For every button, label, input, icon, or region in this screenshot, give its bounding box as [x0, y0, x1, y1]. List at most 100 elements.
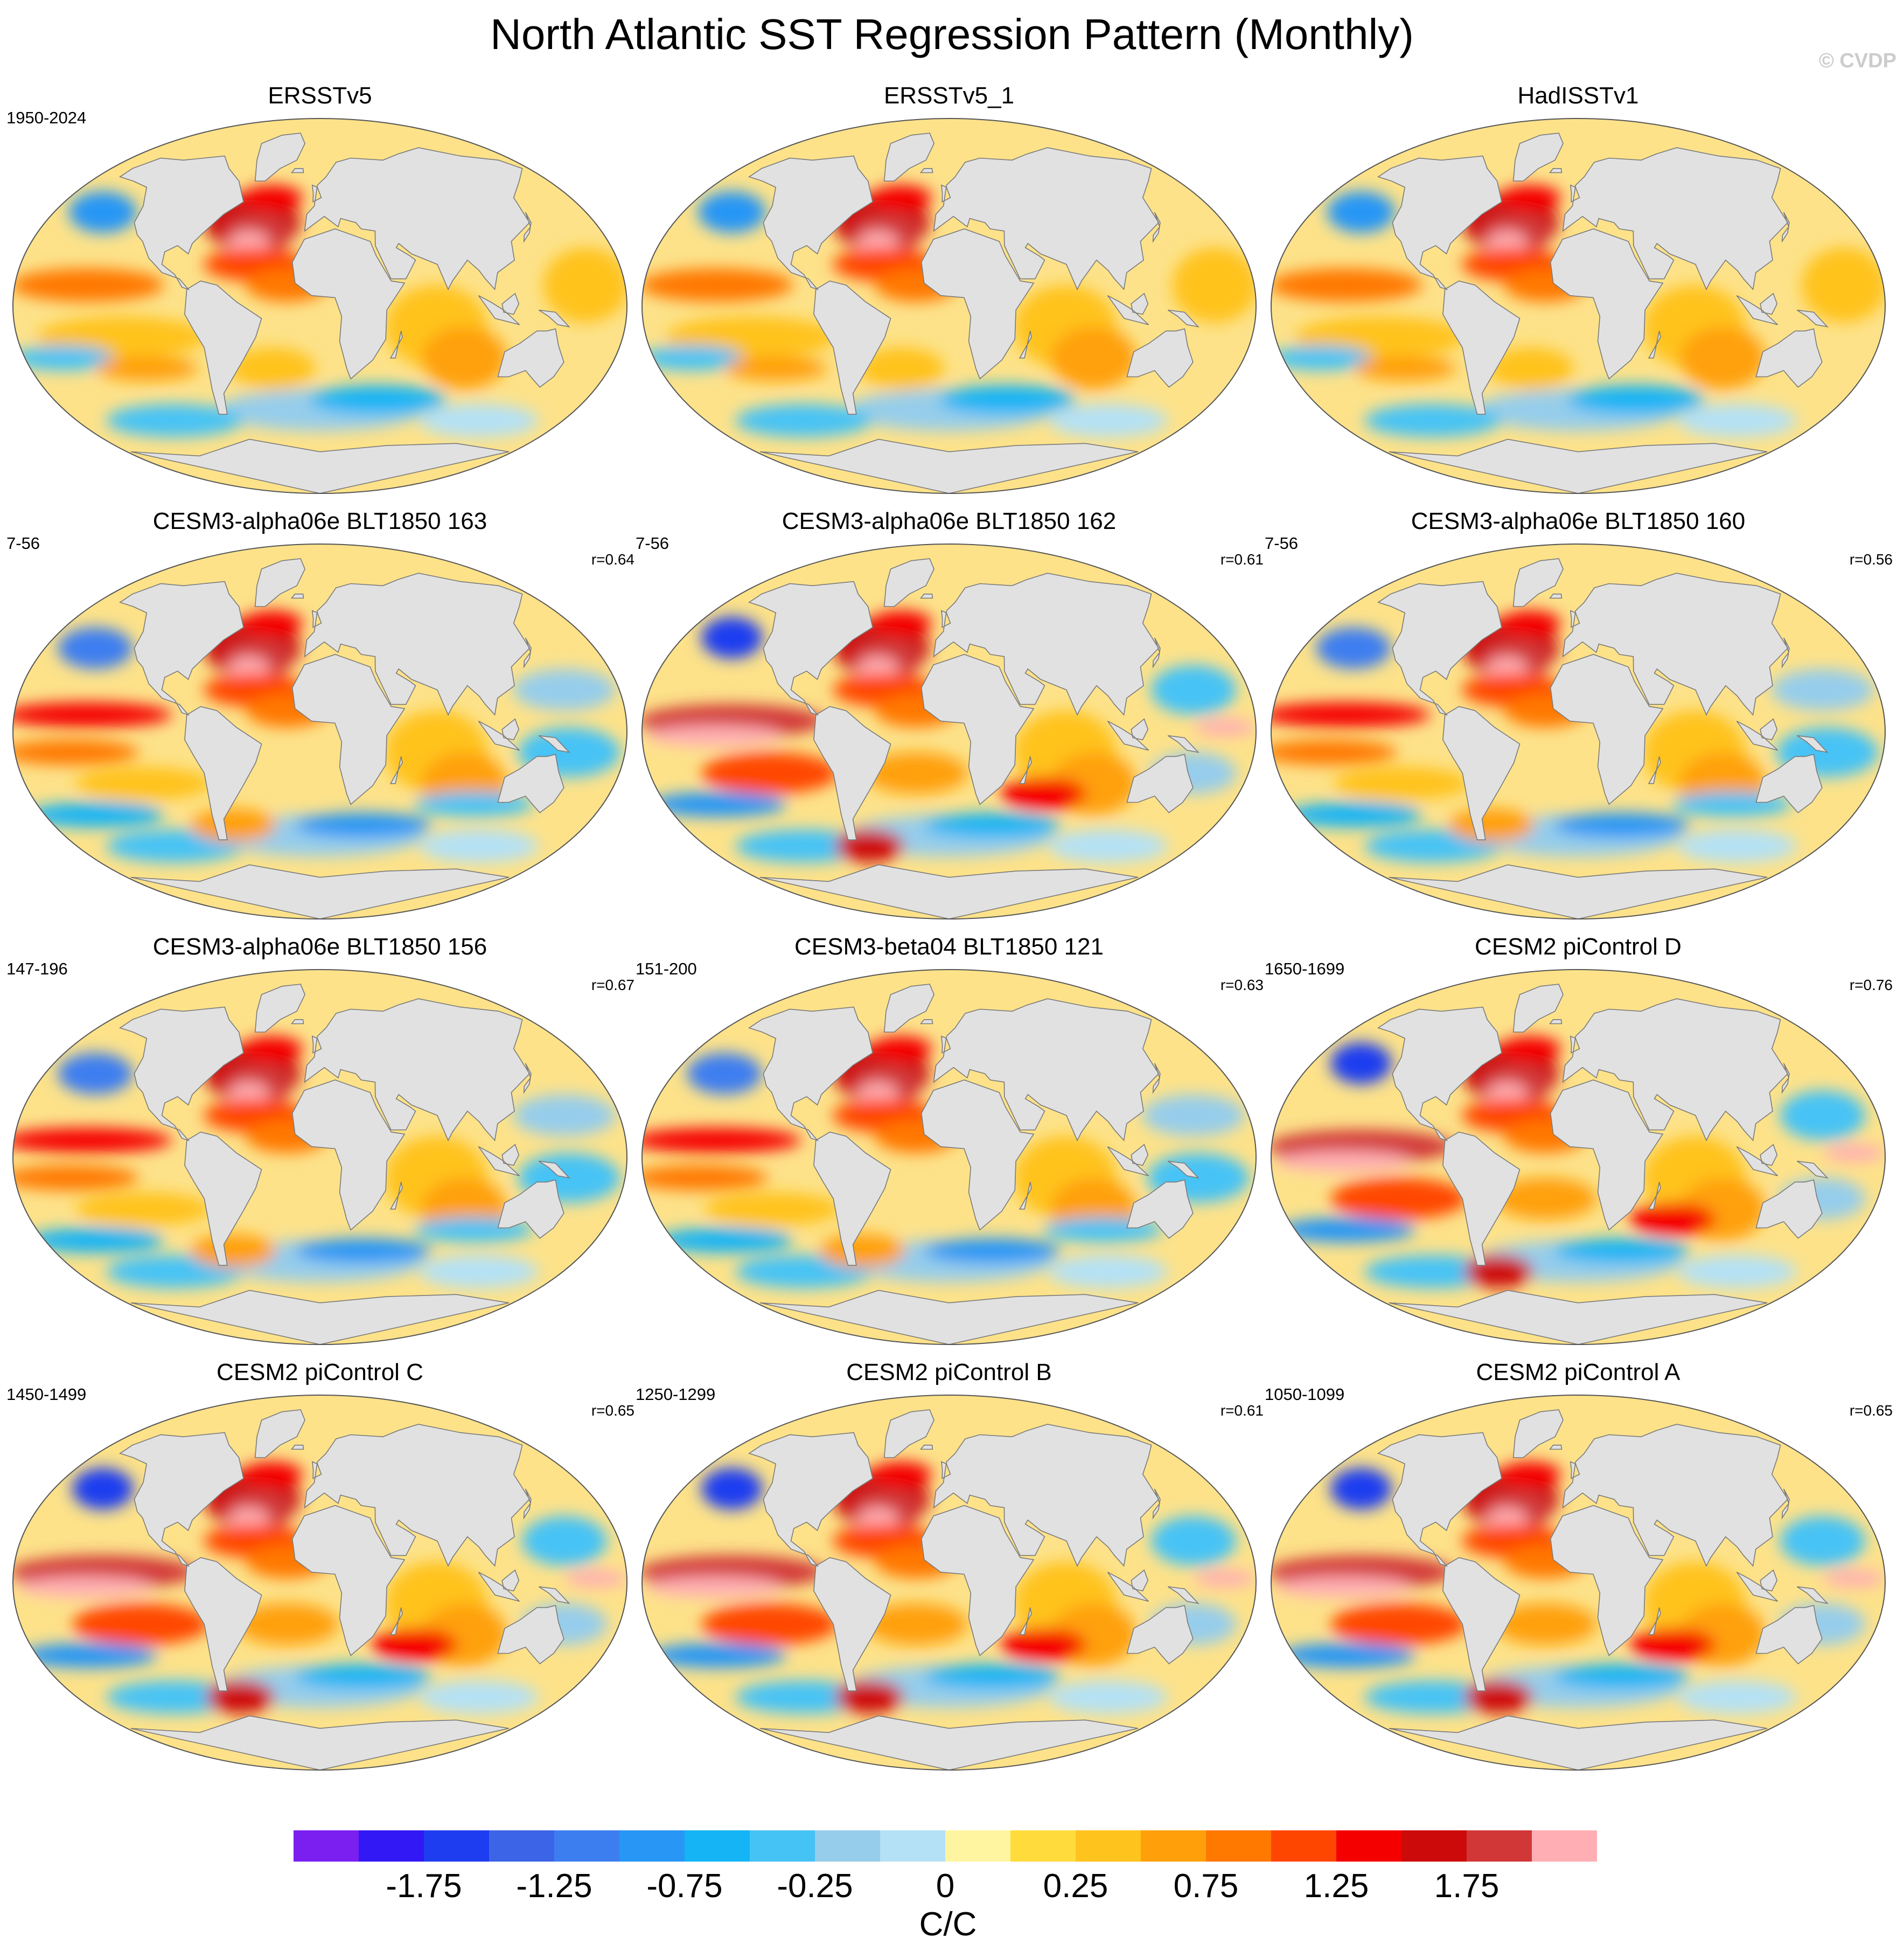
- anomaly-region: [870, 1036, 932, 1062]
- anomaly-region: [642, 268, 793, 302]
- ocean-field: [13, 544, 627, 919]
- ocean-background: [642, 119, 1256, 493]
- anomaly-region: [835, 829, 904, 863]
- land-mask: [748, 1409, 1199, 1770]
- anomaly-region: [372, 1628, 457, 1662]
- map-svg: [1271, 544, 1886, 919]
- anomaly-region: [241, 185, 303, 211]
- anomaly-region: [642, 1127, 801, 1153]
- anomaly-region: [13, 1165, 140, 1190]
- map-panel: CESM2 piControl B 1250-1299 r=0.61: [634, 1357, 1264, 1788]
- anomaly-region: [419, 403, 539, 437]
- land-mask: [748, 133, 1199, 493]
- map-panel: CESM2 piControl D 1650-1699 r=0.76: [1264, 932, 1893, 1363]
- anomaly-region: [870, 1461, 932, 1487]
- anomaly-region: [642, 1165, 769, 1190]
- anomaly-region: [1048, 403, 1168, 437]
- map-svg: [12, 1395, 627, 1771]
- anomaly-region: [1327, 191, 1396, 233]
- globe-outline: [1271, 1395, 1886, 1771]
- anomaly-region: [1823, 1570, 1885, 1587]
- anomaly-region: [650, 792, 786, 817]
- panel-correlation: r=0.56: [1849, 551, 1893, 568]
- anomaly-region: [859, 347, 945, 389]
- anomaly-region: [190, 1234, 276, 1267]
- map-panel: CESM3-alpha06e BLT1850 163 7-56 r=0.64: [5, 506, 634, 937]
- panel-correlation: r=0.65: [1849, 1402, 1893, 1419]
- map-panel: ERSSTv5_1: [634, 81, 1264, 512]
- colorbar-tick-label: 1.25: [1303, 1868, 1369, 1905]
- anomaly-region: [1194, 719, 1256, 736]
- globe-outline: [12, 1395, 627, 1771]
- panel-period: 1450-1499: [6, 1385, 87, 1404]
- colorbar-tick-label: -1.25: [516, 1868, 592, 1905]
- land-mask: [748, 558, 1199, 919]
- anomaly-region: [1500, 185, 1561, 211]
- colorbar-swatch: [750, 1830, 815, 1862]
- globe-outline: [12, 544, 627, 919]
- panel-period: 1250-1299: [636, 1385, 716, 1404]
- anomaly-region: [735, 1680, 872, 1714]
- colorbar-swatch: [1336, 1830, 1401, 1862]
- panel-title: CESM2 piControl C: [217, 1359, 423, 1385]
- panel-title: CESM2 piControl D: [1475, 933, 1682, 960]
- anomaly-region: [650, 1643, 786, 1668]
- colorbar: -1.75 -1.25 -0.75 -0.25 0 0.25 0.75 1.25 1.75: [294, 1830, 1597, 1905]
- anomaly-region: [1464, 1680, 1533, 1714]
- anomaly-region: [1677, 1255, 1797, 1288]
- anomaly-region: [1142, 1095, 1245, 1137]
- anomaly-region: [642, 345, 743, 371]
- colorbar-tick-label: 0.75: [1173, 1868, 1239, 1905]
- anomaly-region: [1494, 1603, 1597, 1645]
- anomaly-region: [1275, 1576, 1413, 1597]
- ocean-field: [642, 1395, 1256, 1770]
- anomaly-region: [295, 1663, 432, 1689]
- anomaly-region: [735, 403, 872, 437]
- anomaly-region: [1271, 740, 1398, 765]
- land-mask: [118, 558, 570, 919]
- panel-title: CESM3-alpha06e BLT1850 156: [152, 933, 487, 960]
- colorbar-swatch: [424, 1830, 489, 1862]
- anomaly-region: [1150, 1516, 1237, 1566]
- anomaly-region: [419, 1255, 539, 1288]
- anomaly-region: [924, 812, 1061, 838]
- ocean-field: [642, 970, 1256, 1344]
- anomaly-region: [1330, 1603, 1467, 1645]
- anomaly-region: [1001, 1628, 1086, 1662]
- globe-outline: [641, 969, 1257, 1345]
- anomaly-region: [1194, 1570, 1256, 1587]
- anomaly-region: [1275, 1151, 1413, 1172]
- anomaly-region: [241, 610, 303, 636]
- anomaly-region: [564, 1570, 626, 1587]
- anomaly-region: [1150, 665, 1237, 715]
- ocean-field: [1271, 1395, 1885, 1770]
- anomaly-region: [513, 669, 616, 711]
- colorbar-tick-label: -0.25: [777, 1868, 853, 1905]
- anomaly-region: [295, 812, 432, 838]
- anomaly-region: [924, 1238, 1061, 1264]
- colorbar-tick-label: -1.75: [386, 1868, 462, 1905]
- land-mask: [748, 984, 1199, 1344]
- land-mask: [1377, 133, 1829, 493]
- colorbar-swatch: [489, 1830, 554, 1862]
- anomaly-region: [1500, 1461, 1561, 1487]
- anomaly-region: [72, 1603, 209, 1645]
- anomaly-region: [1677, 1680, 1797, 1714]
- map-svg: [641, 544, 1257, 919]
- anomaly-region: [1330, 1177, 1467, 1220]
- anomaly-region: [704, 1192, 841, 1226]
- anomaly-region: [1553, 1238, 1690, 1264]
- anomaly-region: [20, 1643, 157, 1668]
- panel-title: HadISSTv1: [1517, 82, 1639, 109]
- anomaly-region: [1364, 1255, 1501, 1288]
- ocean-field: [1271, 119, 1885, 493]
- colorbar-tick-label: 0: [936, 1868, 955, 1905]
- colorbar-swatch: [1076, 1830, 1141, 1862]
- colorbar-swatch: [1401, 1830, 1467, 1862]
- anomaly-region: [13, 345, 114, 371]
- anomaly-region: [230, 347, 316, 389]
- anomaly-region: [1271, 268, 1422, 302]
- panel-period: 1650-1699: [1265, 959, 1345, 978]
- anomaly-region: [58, 627, 133, 669]
- panel-period: 7-56: [6, 534, 40, 553]
